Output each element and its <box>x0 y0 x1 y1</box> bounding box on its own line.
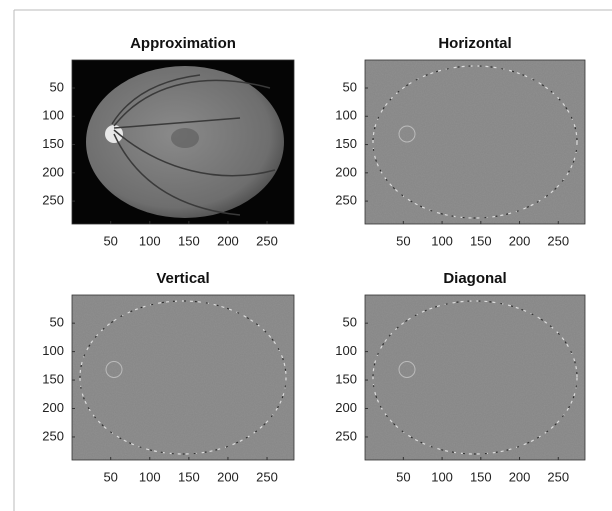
y-tick-label: 200 <box>335 164 357 179</box>
x-tick-label: 250 <box>256 469 278 484</box>
x-tick-label: 50 <box>103 233 117 248</box>
image <box>72 295 294 460</box>
x-tick-label: 250 <box>547 469 569 484</box>
panel-title: Horizontal <box>438 35 511 52</box>
y-tick-label: 250 <box>335 193 357 208</box>
macula <box>171 128 199 148</box>
x-tick-label: 200 <box>509 233 531 248</box>
x-tick-label: 100 <box>431 469 453 484</box>
x-tick-label: 150 <box>178 233 200 248</box>
x-tick-label: 100 <box>139 469 161 484</box>
page: Approximation 50 100 150 200 250 50 100 150 200 25… <box>0 0 612 511</box>
x-tick-label: 250 <box>256 233 278 248</box>
y-tick-label: 250 <box>42 428 64 443</box>
image-noise <box>365 60 585 224</box>
panel-title: Diagonal <box>443 270 506 287</box>
x-tick-label: 150 <box>178 469 200 484</box>
y-tick-label: 200 <box>42 164 64 179</box>
y-tick-label: 150 <box>42 136 64 151</box>
y-tick-label: 100 <box>335 108 357 123</box>
image <box>72 60 294 224</box>
x-tick-label: 250 <box>547 233 569 248</box>
x-tick-label: 50 <box>103 469 117 484</box>
x-tick-label: 50 <box>396 469 410 484</box>
y-tick-label: 200 <box>335 400 357 415</box>
image <box>365 295 585 460</box>
y-tick-label: 250 <box>335 428 357 443</box>
y-tick-label: 200 <box>42 400 64 415</box>
x-tick-label: 100 <box>431 233 453 248</box>
y-tick-label: 50 <box>343 79 357 94</box>
y-tick-label: 100 <box>335 343 357 358</box>
panel-title: Vertical <box>156 270 209 287</box>
image <box>365 60 585 224</box>
y-tick-label: 150 <box>335 371 357 386</box>
y-tick-label: 100 <box>42 343 64 358</box>
image-noise <box>365 295 585 460</box>
y-tick-label: 100 <box>42 108 64 123</box>
x-tick-label: 100 <box>139 233 161 248</box>
x-tick-label: 50 <box>396 233 410 248</box>
panel-title: Approximation <box>130 35 236 52</box>
y-tick-label: 150 <box>42 371 64 386</box>
x-tick-label: 200 <box>217 469 239 484</box>
x-tick-label: 200 <box>217 233 239 248</box>
x-tick-label: 200 <box>509 469 531 484</box>
y-tick-label: 50 <box>50 79 64 94</box>
y-tick-label: 250 <box>42 193 64 208</box>
y-tick-label: 50 <box>343 315 357 330</box>
figure: Approximation 50 100 150 200 250 50 100 150 200 25… <box>0 0 612 511</box>
y-tick-label: 150 <box>335 136 357 151</box>
image-noise <box>72 295 294 460</box>
y-tick-label: 50 <box>50 315 64 330</box>
x-tick-label: 150 <box>470 233 492 248</box>
x-tick-label: 150 <box>470 469 492 484</box>
